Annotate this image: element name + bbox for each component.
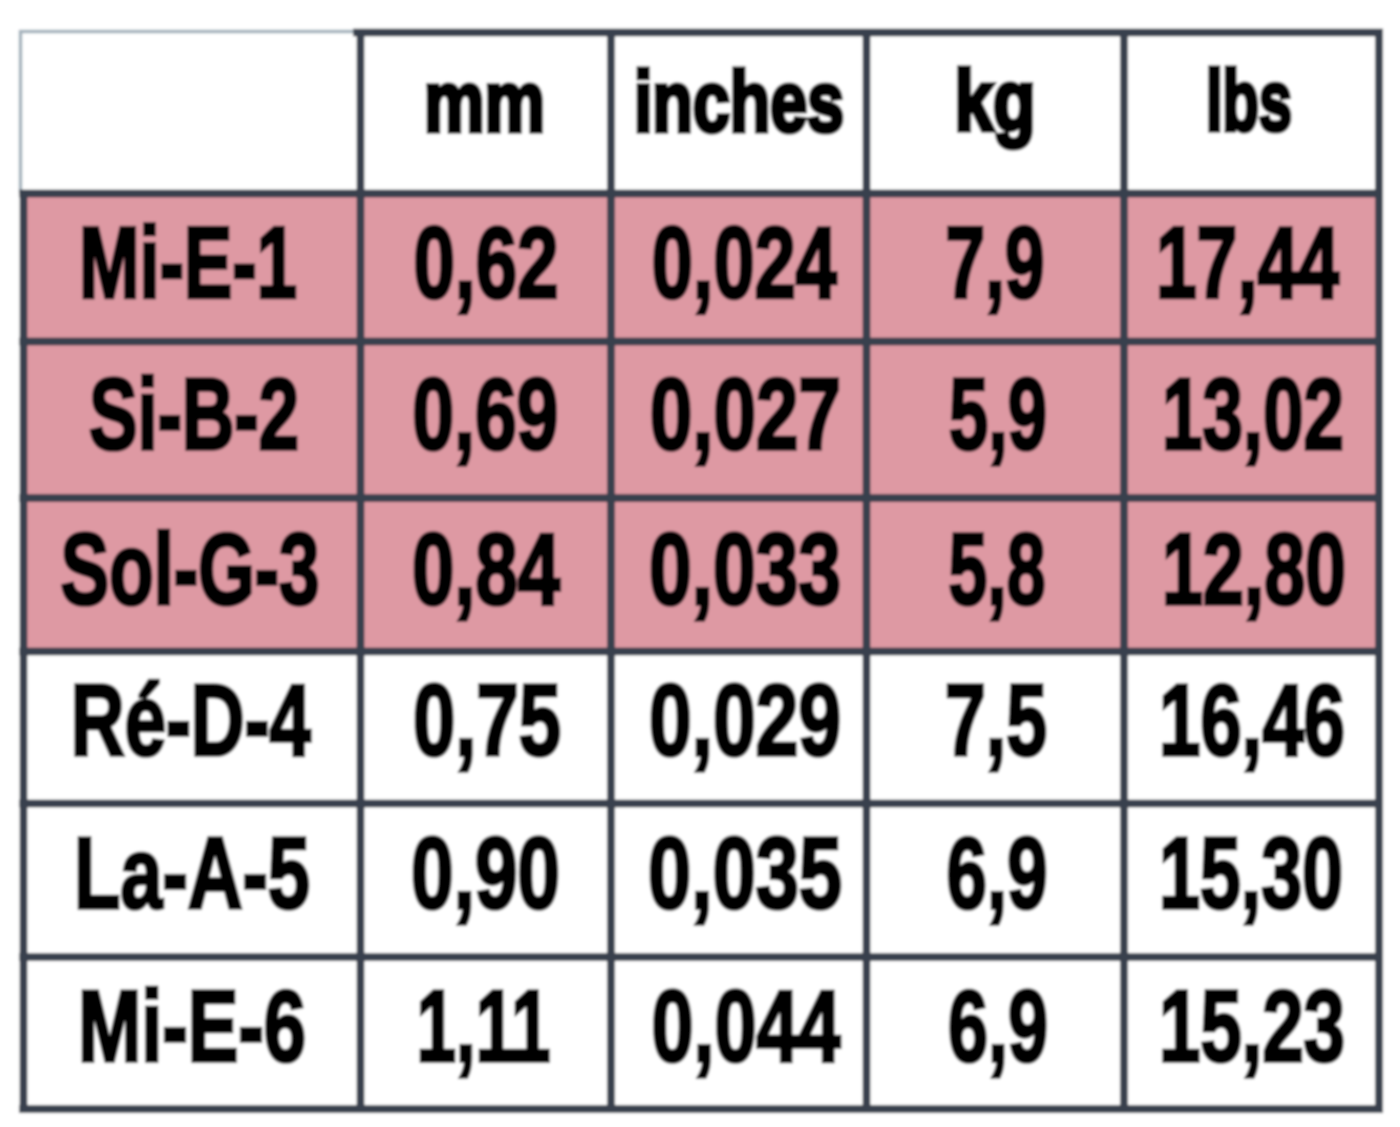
svg-text:0,029: 0,029 — [649, 665, 841, 777]
svg-text:15,30: 15,30 — [1159, 818, 1343, 930]
svg-text:inches: inches — [634, 55, 844, 150]
svg-text:0,027: 0,027 — [650, 359, 841, 471]
svg-text:Mi-E-1: Mi-E-1 — [79, 208, 297, 320]
svg-text:La-A-5: La-A-5 — [74, 818, 310, 930]
svg-text:7,5: 7,5 — [945, 665, 1047, 777]
svg-text:lbs: lbs — [1206, 54, 1292, 149]
svg-text:0,62: 0,62 — [414, 208, 559, 320]
svg-text:0,69: 0,69 — [412, 359, 558, 471]
svg-text:0,024: 0,024 — [652, 208, 837, 320]
svg-text:7,9: 7,9 — [946, 208, 1045, 320]
svg-text:5,9: 5,9 — [949, 359, 1047, 471]
svg-text:0,75: 0,75 — [413, 665, 561, 777]
svg-text:5,8: 5,8 — [949, 514, 1046, 626]
svg-text:6,9: 6,9 — [947, 818, 1048, 930]
svg-text:Ré-D-4: Ré-D-4 — [71, 665, 311, 777]
svg-text:0,90: 0,90 — [411, 818, 560, 930]
svg-text:12,80: 12,80 — [1162, 514, 1346, 626]
svg-text:15,23: 15,23 — [1159, 971, 1345, 1083]
svg-text:6,9: 6,9 — [948, 971, 1048, 1083]
svg-text:Si-B-2: Si-B-2 — [89, 359, 299, 471]
svg-text:kg: kg — [955, 54, 1036, 149]
svg-text:Mi-E-6: Mi-E-6 — [78, 971, 306, 1083]
svg-text:0,044: 0,044 — [652, 971, 841, 1083]
svg-text:13,02: 13,02 — [1162, 359, 1344, 471]
svg-text:Sol-G-3: Sol-G-3 — [61, 514, 320, 626]
svg-text:17,44: 17,44 — [1156, 208, 1339, 320]
svg-text:0,84: 0,84 — [412, 514, 560, 626]
svg-text:0,035: 0,035 — [648, 818, 842, 930]
svg-text:1,11: 1,11 — [417, 971, 551, 1083]
svg-text:16,46: 16,46 — [1159, 665, 1345, 777]
svg-text:0,033: 0,033 — [649, 514, 841, 626]
svg-text:mm: mm — [424, 55, 545, 150]
